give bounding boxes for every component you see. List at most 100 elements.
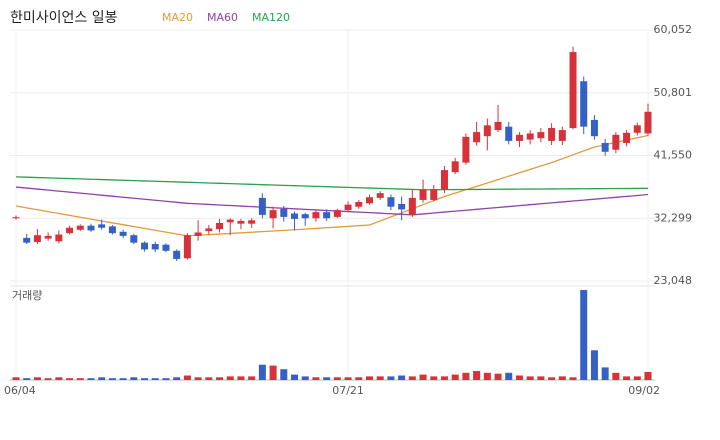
candle-body	[644, 111, 652, 134]
chart-title: 한미사이언스 일봉	[10, 10, 118, 26]
volume-bar	[473, 371, 481, 380]
candle-body	[237, 220, 245, 224]
candle-body	[505, 126, 513, 141]
volume-bar	[55, 377, 63, 380]
y-tick-label: 41,550	[654, 149, 693, 162]
candle-body	[33, 235, 41, 242]
candle-body	[430, 189, 438, 200]
volume-bar	[312, 377, 320, 380]
volume-bar	[237, 376, 245, 380]
candle-body	[515, 134, 523, 141]
candle-body	[87, 225, 95, 231]
volume-bar	[23, 378, 31, 380]
volume-bar	[430, 376, 438, 380]
x-tick-label: 06/04	[4, 384, 36, 397]
volume-bar	[580, 290, 588, 380]
candle-body	[130, 235, 138, 243]
volume-bar	[194, 377, 202, 380]
volume-bar	[526, 376, 534, 380]
candle-body	[119, 231, 127, 236]
candle-body	[23, 237, 31, 243]
candle-body	[55, 234, 63, 242]
candle-body	[537, 132, 545, 139]
candle-body	[162, 244, 170, 251]
ma-line	[15, 134, 649, 237]
volume-bar	[44, 378, 52, 380]
candle-body	[408, 197, 416, 215]
candle-body	[205, 228, 213, 232]
candle-body	[483, 125, 491, 137]
volume-bar	[537, 376, 545, 380]
candle-body	[108, 226, 116, 234]
candle-body	[291, 213, 299, 219]
volume-bar	[398, 375, 406, 380]
candle-body	[473, 132, 481, 143]
volume-bar	[344, 377, 352, 380]
candle-body	[151, 244, 159, 250]
candle-body	[301, 214, 309, 219]
candle-body	[590, 119, 598, 137]
candle-body	[526, 133, 534, 140]
candle-body	[451, 161, 459, 173]
volume-bar	[494, 373, 502, 380]
volume-bar	[183, 375, 191, 380]
candle-body	[558, 130, 566, 141]
y-tick-label: 60,052	[654, 23, 693, 36]
volume-bar	[141, 378, 149, 380]
candle-body	[269, 210, 277, 219]
candle-body	[141, 242, 149, 250]
volume-bar	[291, 374, 299, 380]
candle-body	[355, 201, 363, 207]
candle-body	[12, 217, 20, 219]
candle-body	[76, 225, 84, 230]
legend-entry: MA60	[207, 11, 238, 24]
legend-entry: MA20	[162, 11, 193, 24]
volume-bar	[151, 378, 159, 380]
volume-bar	[483, 372, 491, 380]
candle-body	[194, 232, 202, 236]
candle-body	[66, 227, 74, 234]
x-tick-label: 09/02	[628, 384, 660, 397]
volume-bar	[248, 376, 256, 380]
volume-bar	[462, 372, 470, 380]
candle-body	[419, 189, 427, 200]
y-tick-label: 32,299	[654, 211, 693, 224]
volume-bar	[387, 376, 395, 380]
volume-bar	[612, 372, 620, 380]
candle-body	[398, 203, 406, 210]
volume-bar	[633, 376, 641, 380]
volume-bar	[12, 377, 20, 380]
candle-body	[312, 212, 320, 219]
candle-body	[633, 125, 641, 133]
volume-bar	[119, 378, 127, 380]
volume-bar	[558, 376, 566, 380]
volume-bar	[440, 376, 448, 380]
y-tick-label: 23,048	[654, 274, 693, 287]
volume-bar	[280, 369, 288, 380]
volume-bar	[601, 367, 609, 380]
candle-body	[365, 197, 373, 204]
volume-bar	[98, 377, 106, 380]
candle-body	[173, 250, 181, 259]
candle-body	[248, 220, 256, 224]
candle-body	[387, 197, 395, 207]
volume-label: 거래량	[12, 289, 42, 302]
volume-bar	[451, 374, 459, 380]
volume-bar	[76, 378, 84, 380]
candle-body	[98, 224, 106, 228]
volume-bar	[355, 377, 363, 380]
volume-bar	[162, 378, 170, 380]
volume-bar	[569, 377, 577, 380]
volume-bar	[226, 376, 234, 380]
volume-bar	[365, 376, 373, 380]
x-tick-label: 07/21	[332, 384, 364, 397]
volume-bar	[644, 371, 652, 380]
volume-bar	[323, 377, 331, 380]
candle-body	[462, 136, 470, 163]
candle-body	[280, 208, 288, 217]
candle-body	[258, 197, 266, 215]
volume-bar	[205, 377, 213, 380]
volume-bar	[623, 376, 631, 380]
candle-body	[494, 121, 502, 131]
